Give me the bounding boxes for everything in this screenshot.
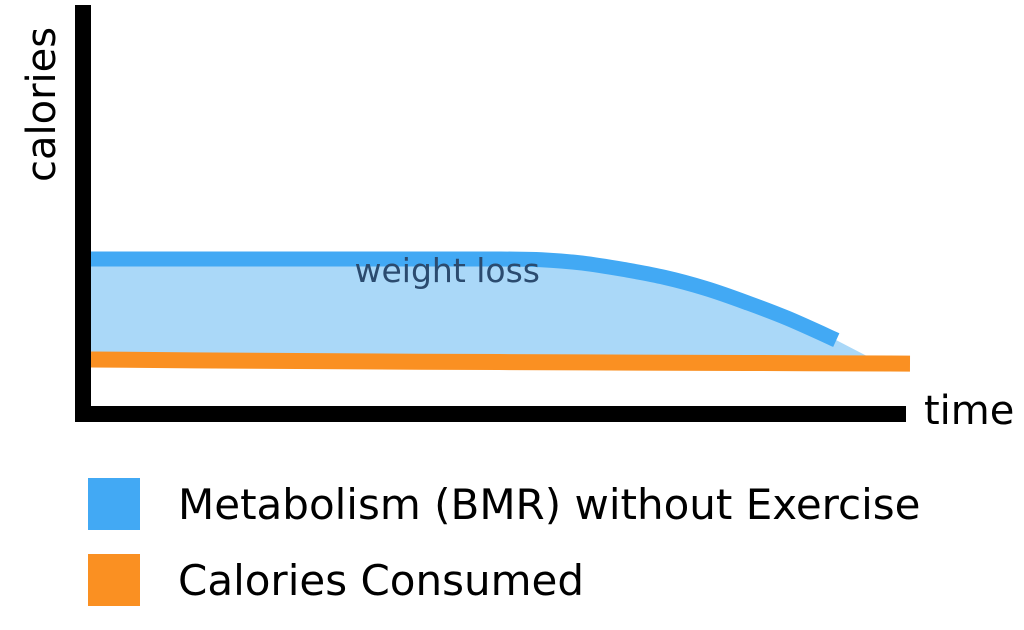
series-line-bmr (91, 251, 840, 347)
legend-swatch-bmr (88, 478, 140, 530)
legend-item-bmr: Metabolism (BMR) without Exercise (88, 478, 921, 530)
plot-area: weight loss (90, 251, 911, 372)
weight-loss-label: weight loss (355, 251, 541, 290)
legend-label-calories: Calories Consumed (178, 555, 584, 605)
y-axis-label: calories (19, 27, 65, 182)
legend: Metabolism (BMR) without Exercise Calori… (88, 478, 921, 630)
legend-swatch-calories (88, 554, 140, 606)
legend-label-bmr: Metabolism (BMR) without Exercise (178, 479, 921, 529)
x-axis-label: time (924, 388, 1014, 434)
series-line-calories-consumed (90, 351, 911, 372)
chart: weight loss calories time (19, 5, 1014, 434)
legend-item-calories: Calories Consumed (88, 554, 921, 606)
